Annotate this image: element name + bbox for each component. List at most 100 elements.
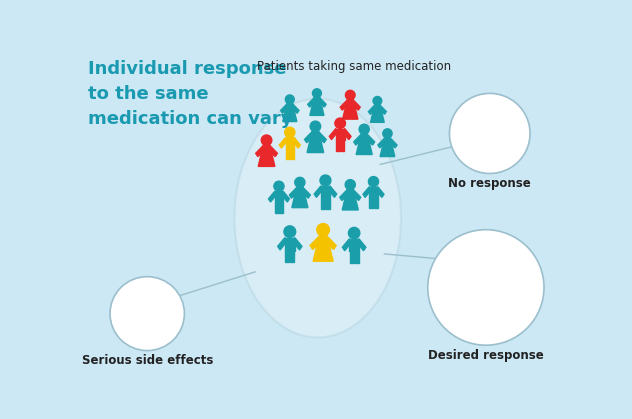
Polygon shape: [283, 104, 297, 122]
Polygon shape: [343, 129, 351, 140]
Circle shape: [310, 121, 320, 132]
Polygon shape: [509, 269, 516, 277]
Polygon shape: [354, 134, 362, 145]
Ellipse shape: [234, 99, 401, 337]
Polygon shape: [136, 302, 142, 311]
Polygon shape: [133, 312, 137, 320]
Text: No response: No response: [448, 177, 531, 190]
Polygon shape: [349, 239, 359, 251]
Circle shape: [359, 124, 369, 134]
Circle shape: [428, 230, 544, 345]
Polygon shape: [163, 302, 170, 311]
Polygon shape: [451, 277, 454, 285]
Circle shape: [346, 91, 355, 100]
Circle shape: [157, 293, 166, 302]
Polygon shape: [310, 236, 320, 249]
Polygon shape: [349, 251, 354, 263]
Circle shape: [368, 176, 379, 186]
Circle shape: [285, 127, 295, 137]
Circle shape: [471, 292, 479, 300]
Circle shape: [295, 177, 305, 187]
Polygon shape: [277, 238, 286, 250]
Polygon shape: [291, 104, 299, 113]
Polygon shape: [465, 120, 472, 130]
Polygon shape: [507, 120, 514, 130]
Polygon shape: [325, 236, 336, 249]
Polygon shape: [314, 186, 322, 197]
Polygon shape: [130, 302, 137, 312]
Polygon shape: [451, 308, 454, 315]
Polygon shape: [340, 100, 348, 110]
Polygon shape: [290, 251, 295, 262]
Polygon shape: [493, 300, 499, 308]
Polygon shape: [302, 187, 310, 198]
Circle shape: [348, 228, 360, 239]
Polygon shape: [379, 105, 386, 114]
Polygon shape: [470, 300, 482, 314]
Circle shape: [451, 292, 458, 300]
Polygon shape: [269, 145, 277, 157]
Polygon shape: [336, 140, 340, 151]
Polygon shape: [498, 120, 513, 138]
Polygon shape: [497, 308, 499, 315]
Polygon shape: [357, 239, 366, 251]
Circle shape: [284, 226, 296, 238]
Polygon shape: [475, 130, 478, 139]
Circle shape: [261, 135, 272, 145]
Polygon shape: [275, 203, 279, 213]
Polygon shape: [352, 100, 360, 110]
Polygon shape: [468, 269, 474, 277]
Polygon shape: [286, 149, 289, 159]
Polygon shape: [292, 187, 308, 208]
Circle shape: [274, 181, 284, 191]
Polygon shape: [321, 186, 330, 198]
Polygon shape: [369, 186, 378, 198]
Polygon shape: [319, 98, 326, 107]
Polygon shape: [356, 134, 372, 155]
Polygon shape: [455, 308, 458, 315]
Polygon shape: [343, 100, 358, 119]
Circle shape: [110, 277, 185, 351]
Polygon shape: [456, 269, 462, 277]
Polygon shape: [285, 251, 289, 262]
Circle shape: [501, 111, 510, 120]
Polygon shape: [353, 190, 361, 200]
Circle shape: [373, 96, 382, 105]
Polygon shape: [281, 104, 288, 113]
Polygon shape: [496, 120, 504, 130]
Polygon shape: [367, 134, 375, 145]
Text: Desired response: Desired response: [428, 349, 544, 362]
Polygon shape: [374, 198, 377, 208]
Polygon shape: [493, 269, 499, 277]
Polygon shape: [363, 186, 371, 197]
Polygon shape: [130, 312, 133, 320]
Polygon shape: [370, 105, 384, 122]
Polygon shape: [368, 105, 375, 114]
Polygon shape: [456, 300, 462, 307]
Polygon shape: [313, 236, 333, 261]
Polygon shape: [310, 98, 324, 115]
Circle shape: [449, 93, 530, 173]
Polygon shape: [451, 300, 458, 308]
Circle shape: [335, 118, 346, 129]
Circle shape: [470, 111, 478, 120]
Polygon shape: [329, 129, 337, 140]
Polygon shape: [279, 137, 287, 148]
Polygon shape: [447, 300, 453, 307]
Polygon shape: [447, 269, 453, 277]
Circle shape: [312, 89, 322, 98]
Polygon shape: [471, 130, 474, 139]
Polygon shape: [489, 300, 494, 307]
Circle shape: [492, 292, 500, 300]
Text: Serious side effects: Serious side effects: [82, 354, 213, 367]
Circle shape: [317, 223, 329, 236]
Polygon shape: [340, 190, 348, 200]
Polygon shape: [275, 191, 283, 203]
Polygon shape: [380, 138, 395, 157]
Polygon shape: [389, 138, 397, 148]
Polygon shape: [455, 277, 458, 285]
Polygon shape: [509, 300, 516, 307]
Polygon shape: [279, 203, 283, 213]
Polygon shape: [329, 186, 337, 197]
Polygon shape: [290, 149, 294, 159]
